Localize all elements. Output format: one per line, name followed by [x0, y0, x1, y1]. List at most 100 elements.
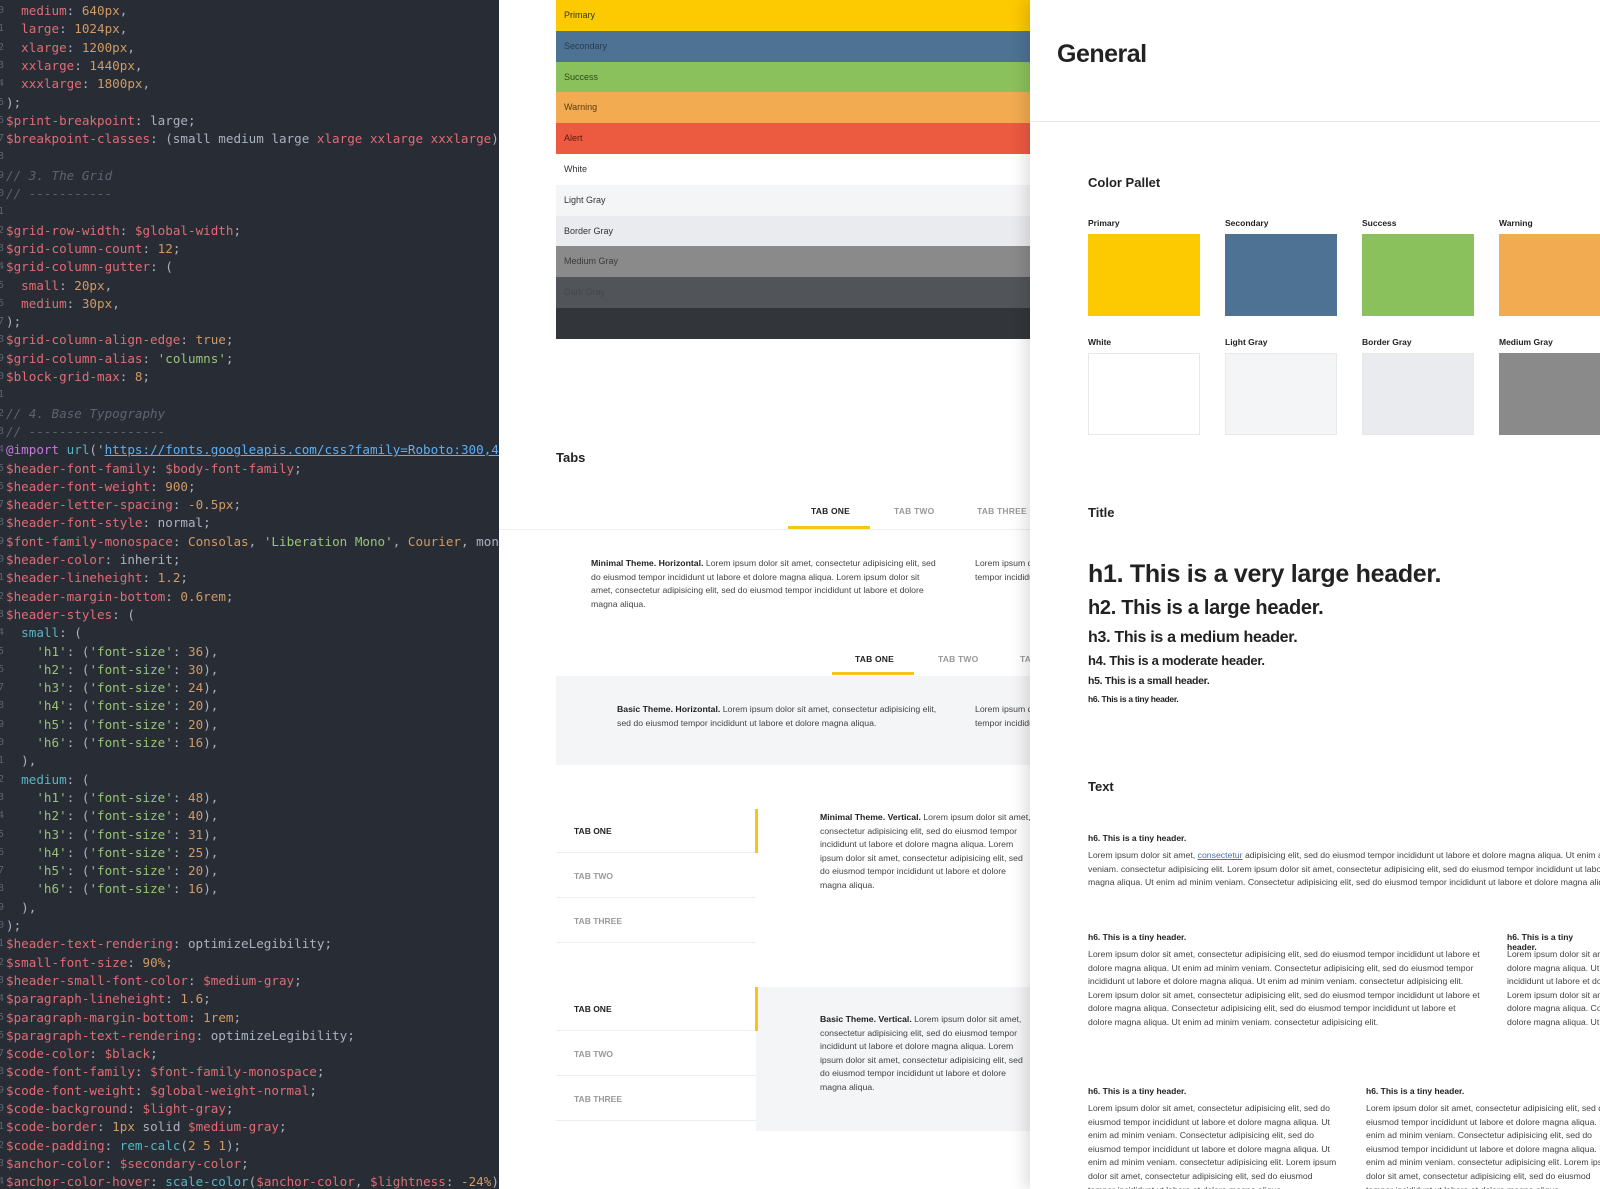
- code-token: 900: [165, 478, 188, 494]
- heading-h4: h4. This is a moderate header.: [1088, 653, 1265, 668]
- code-token: ),: [203, 881, 219, 897]
- color-bar: Border Gray: [556, 215, 1030, 247]
- code-token: ,: [127, 39, 135, 55]
- code-text: $header-margin-bottom: 0.6rem;: [6, 588, 234, 606]
- tab-two[interactable]: TAB TWO: [556, 1032, 756, 1076]
- code-token: : (: [150, 259, 173, 275]
- code-token: 36: [188, 643, 204, 659]
- tab-content-overflow: Lorem ipsum dolor sit amet, consectetur …: [975, 558, 1030, 582]
- swatch-label: White: [1088, 337, 1112, 347]
- line-number: 6: [0, 846, 5, 858]
- code-token: 'font-size': [89, 698, 173, 714]
- code-token: : (: [66, 735, 90, 750]
- line-number: 8: [0, 334, 5, 346]
- code-token: Courier: [407, 533, 461, 549]
- line-number: 0: [0, 5, 5, 16]
- code-token: 'h5': [36, 863, 67, 879]
- tab-three[interactable]: TAB THREE: [1020, 654, 1030, 664]
- code-token: @import: [6, 442, 60, 458]
- line-number: 3: [0, 425, 5, 437]
- code-text: $header-letter-spacing: -0.5px;: [6, 496, 241, 514]
- code-token: $header-styles: [6, 606, 113, 622]
- tab-three[interactable]: TAB THREE: [977, 506, 1027, 516]
- code-text: medium: 30px,: [6, 295, 120, 313]
- tab-three[interactable]: TAB THREE: [556, 1077, 756, 1121]
- code-token: :: [81, 76, 98, 92]
- code-text: ),: [6, 899, 36, 917]
- line-number: 6: [0, 1029, 5, 1041]
- line-number: 9: [0, 718, 5, 730]
- line-number: 2: [0, 956, 5, 968]
- code-text: $font-family-monospace: Consolas, 'Liber…: [6, 533, 499, 551]
- code-token: :: [66, 295, 82, 311]
- tab-panel-basic: [756, 987, 1030, 1131]
- tab-one[interactable]: TAB ONE: [855, 654, 895, 664]
- code-token: 'h6': [36, 881, 67, 897]
- line-number: 3: [0, 242, 5, 254]
- code-text: // 3. The Grid: [6, 167, 112, 185]
- tab-two[interactable]: TAB TWO: [556, 854, 756, 898]
- line-number: 5: [0, 279, 5, 291]
- tab-three[interactable]: TAB THREE: [556, 899, 756, 943]
- code-token: [6, 296, 21, 311]
- tab-content-basic-vertical: Basic Theme. Vertical. Lorem ipsum dolor…: [820, 1013, 1030, 1095]
- swatch-label: Secondary: [1225, 218, 1269, 228]
- tab-one[interactable]: TAB ONE: [811, 506, 851, 516]
- code-text: $code-background: $light-gray;: [6, 1100, 234, 1118]
- code-token: [6, 40, 21, 55]
- code-token: $header-font-family: [6, 460, 151, 476]
- tab-two[interactable]: TAB TWO: [894, 506, 935, 516]
- tab-active-indicator: [788, 526, 870, 529]
- line-number: 4: [0, 78, 5, 90]
- code-token: :: [187, 972, 204, 988]
- code-token: :: [142, 240, 158, 256]
- code-token: ;: [279, 1119, 287, 1135]
- code-text: $header-font-weight: 900;: [6, 478, 196, 496]
- tab-one[interactable]: TAB ONE: [556, 809, 756, 853]
- code-token: 2 5 1: [188, 1137, 226, 1153]
- heading-h2: h2. This is a large header.: [1088, 597, 1324, 619]
- code-token: :: [59, 277, 75, 293]
- code-token: : (: [112, 606, 135, 622]
- code-text: // ------------------: [6, 423, 165, 441]
- code-token: $breakpoint-classes: [6, 131, 151, 147]
- code-token: [6, 662, 36, 677]
- code-token: // ------------------: [6, 423, 166, 439]
- code-token: [6, 644, 36, 659]
- code-token: ;: [172, 240, 181, 256]
- code-text: 'h4': ('font-size': 20),: [6, 697, 218, 715]
- tab-one[interactable]: TAB ONE: [556, 987, 756, 1031]
- code-token: :: [172, 680, 189, 696]
- code-token: $black: [104, 1046, 151, 1062]
- code-token: 'font-size': [89, 661, 173, 677]
- tab-two[interactable]: TAB TWO: [938, 654, 979, 664]
- code-text: 'h1': ('font-size': 48),: [6, 789, 218, 807]
- code-token: ),: [203, 661, 219, 677]
- code-editor[interactable]: 0 medium: 640px, 1 large: 1024px, 2 xlarge…: [0, 0, 499, 1189]
- code-text: xlarge: 1200px,: [6, 39, 135, 57]
- code-text: $code-font-family: $font-family-monospac…: [6, 1063, 324, 1081]
- code-token: 1800px: [97, 76, 143, 92]
- code-token: ;: [165, 954, 173, 970]
- code-token: // -----------: [6, 186, 113, 201]
- code-token: $font-family-monospace: [150, 1064, 317, 1080]
- code-token: :: [119, 222, 135, 238]
- code-token: 0.6rem: [180, 588, 226, 604]
- code-token: 1.2: [157, 570, 181, 586]
- inline-link[interactable]: consectetur: [1197, 850, 1243, 860]
- code-token: $header-color: [6, 552, 105, 567]
- code-token: 16: [188, 881, 204, 897]
- code-token: 'font-size': [89, 844, 173, 860]
- code-token: 'font-size': [89, 881, 173, 897]
- code-token: 1200px: [81, 39, 128, 55]
- code-token: [6, 881, 36, 896]
- heading-h5: h5. This is a small header.: [1088, 675, 1210, 687]
- code-token: 'h5': [36, 716, 67, 732]
- code-token: : (: [66, 698, 90, 714]
- code-token: 20: [188, 698, 204, 714]
- code-text: $header-font-style: normal;: [6, 514, 211, 532]
- code-token: [6, 735, 36, 750]
- code-token: :: [150, 460, 166, 476]
- code-text: $header-styles: (: [6, 606, 135, 624]
- code-token: :: [165, 588, 181, 604]
